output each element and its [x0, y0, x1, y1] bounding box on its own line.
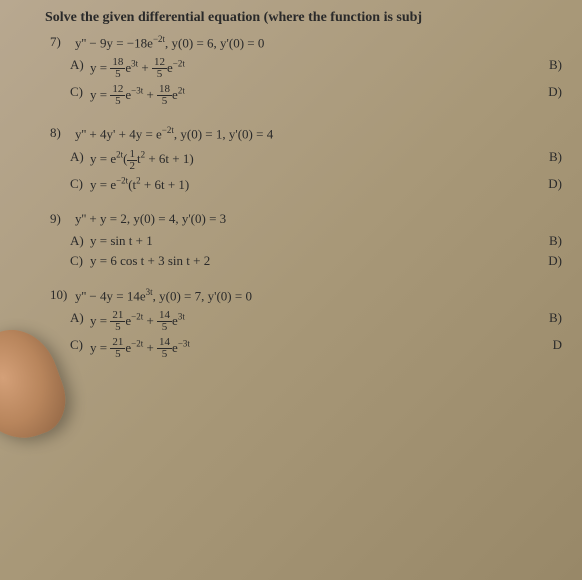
equation-text: y'' − 4y = 14e3t, y(0) = 7, y'(0) = 0 — [75, 287, 567, 304]
answer-b-label: B) — [549, 57, 562, 73]
answer-d-label: D) — [548, 176, 562, 192]
answer-label: C) — [70, 253, 83, 269]
answer-content: y = sin t + 1 — [90, 233, 153, 248]
problem-number: 10) — [50, 287, 67, 303]
problem-8: 8) y'' + 4y' + 4y = e−2t, y(0) = 1, y'(0… — [15, 125, 567, 193]
answer-content: y = e2t(12t2 + 6t + 1) — [90, 151, 194, 166]
problem-10: 10) y'' − 4y = 14e3t, y(0) = 7, y'(0) = … — [15, 287, 567, 360]
answer-label: A) — [70, 233, 84, 249]
equation-text: y'' − 9y = −18e−2t, y(0) = 6, y'(0) = 0 — [75, 34, 567, 51]
answer-b-label: B) — [549, 233, 562, 249]
equation-text: y'' + 4y' + 4y = e−2t, y(0) = 1, y'(0) =… — [75, 125, 567, 142]
answer-label: A) — [70, 57, 84, 73]
answer-label: C) — [70, 176, 83, 192]
answer-d-label: D) — [548, 84, 562, 100]
answer-d-label: D — [553, 337, 562, 353]
answer-c: C) y = 215e−2t + 145e−3t D — [75, 337, 567, 360]
answer-c: C) y = 125e−3t + 185e2t D) — [75, 84, 567, 107]
header-text: Solve the given differential equation (w… — [15, 10, 567, 26]
answer-b-label: B) — [549, 310, 562, 326]
problem-number: 8) — [50, 125, 61, 141]
answer-label: C) — [70, 337, 83, 353]
answer-content: y = 215e−2t + 145e3t — [90, 313, 185, 328]
answer-label: A) — [70, 310, 84, 326]
answer-content: y = 215e−2t + 145e−3t — [90, 340, 190, 355]
answer-a: A) y = e2t(12t2 + 6t + 1) B) — [75, 149, 567, 172]
problem-number: 7) — [50, 34, 61, 50]
answer-b-label: B) — [549, 149, 562, 165]
problem-7: 7) y'' − 9y = −18e−2t, y(0) = 6, y'(0) =… — [15, 34, 567, 107]
answer-content: y = 6 cos t + 3 sin t + 2 — [90, 253, 210, 268]
problem-number: 9) — [50, 211, 61, 227]
answer-label: C) — [70, 84, 83, 100]
answer-c: C) y = 6 cos t + 3 sin t + 2 D) — [75, 253, 567, 269]
answer-a: A) y = 185e3t + 125e−2t B) — [75, 57, 567, 80]
answer-label: A) — [70, 149, 84, 165]
answer-d-label: D) — [548, 253, 562, 269]
problem-9: 9) y'' + y = 2, y(0) = 4, y'(0) = 3 A) y… — [15, 211, 567, 269]
answer-content: y = 185e3t + 125e−2t — [90, 60, 185, 75]
equation-text: y'' + y = 2, y(0) = 4, y'(0) = 3 — [75, 211, 567, 227]
answer-c: C) y = e−2t(t2 + 6t + 1) D) — [75, 176, 567, 193]
answer-content: y = 125e−3t + 185e2t — [90, 87, 185, 102]
answer-a: A) y = 215e−2t + 145e3t B) — [75, 310, 567, 333]
answer-a: A) y = sin t + 1 B) — [75, 233, 567, 249]
answer-content: y = e−2t(t2 + 6t + 1) — [90, 177, 189, 192]
